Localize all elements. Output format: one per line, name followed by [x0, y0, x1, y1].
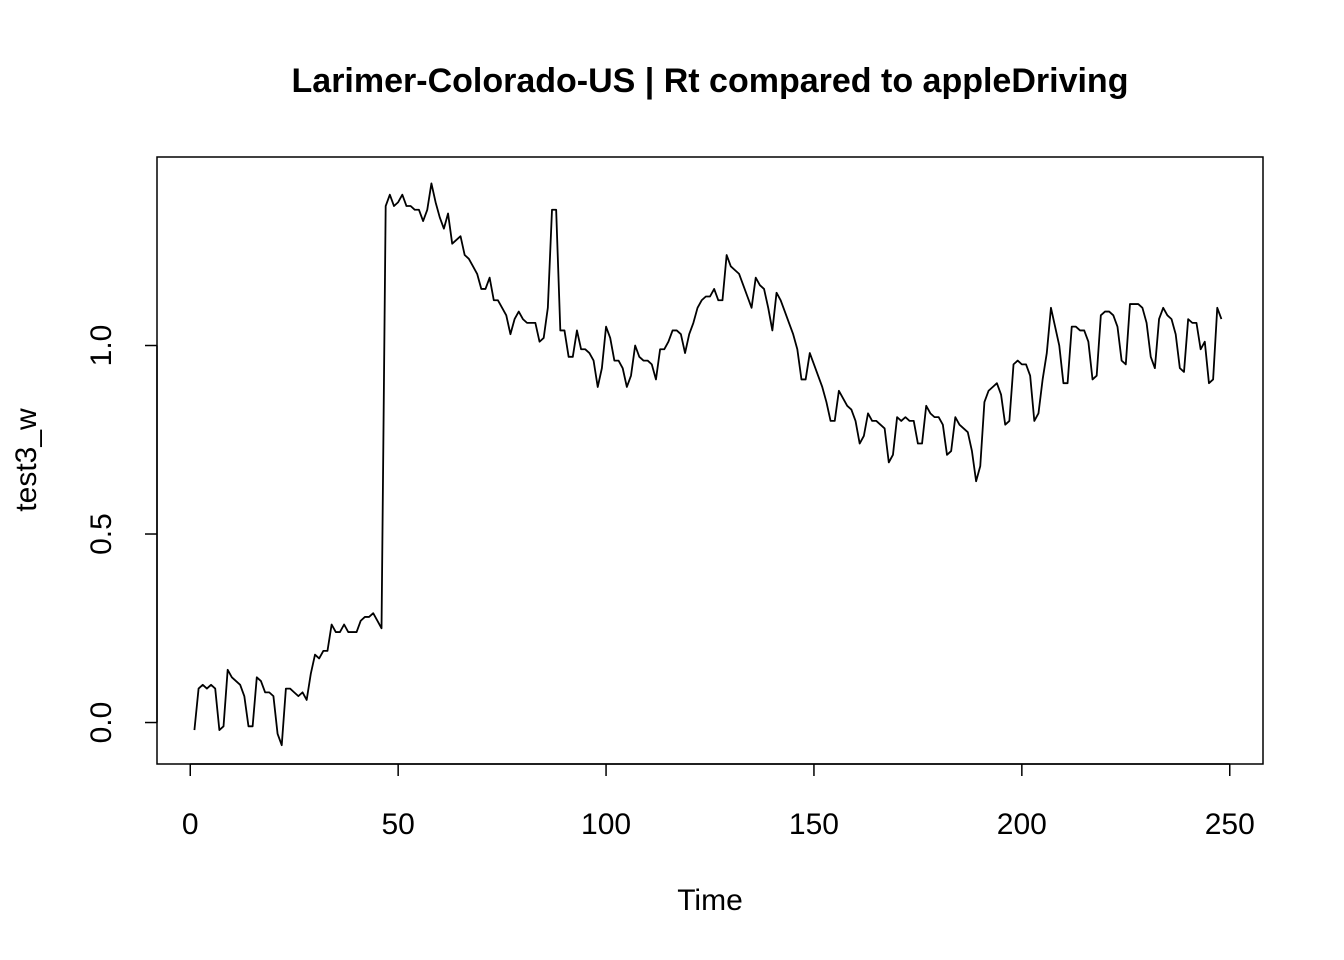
y-tick-label: 1.0 [85, 325, 118, 367]
plot-frame [156, 156, 1264, 765]
x-axis-label: Time [677, 884, 743, 917]
y-tick-label: 0.5 [85, 513, 118, 555]
y-axis: 0.0 0.5 1.0 [85, 325, 158, 744]
chart-title: Larimer-Colorado-US | Rt compared to app… [292, 62, 1129, 100]
x-tick-label: 50 [381, 808, 414, 841]
series-group [193, 182, 1223, 747]
x-axis: 0 50 100 150 200 250 [182, 763, 1255, 841]
x-tick-label: 200 [997, 808, 1047, 841]
x-tick-label: 0 [182, 808, 199, 841]
y-tick-label: 0.0 [85, 702, 118, 744]
x-tick-label: 100 [581, 808, 631, 841]
x-tick-label: 150 [789, 808, 839, 841]
y-axis-label: test3_w [10, 408, 43, 512]
x-tick-label: 250 [1205, 808, 1255, 841]
series-line-0 [193, 182, 1223, 747]
